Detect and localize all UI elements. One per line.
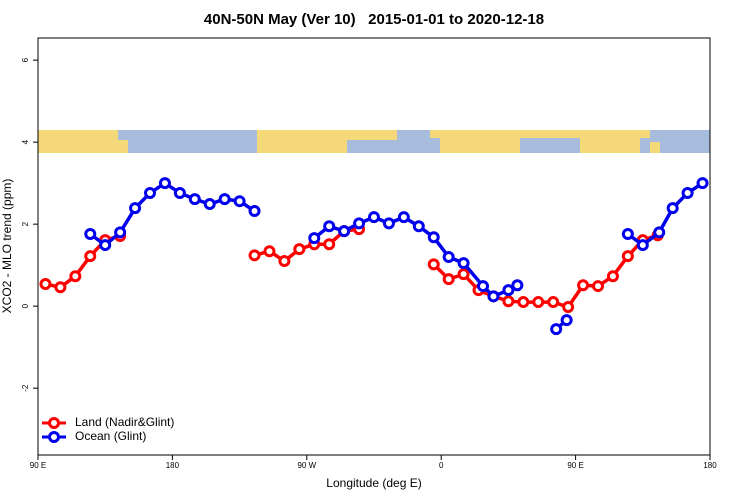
point (99, 239, 112, 252)
point (696, 177, 709, 190)
point (653, 226, 666, 239)
plot-frame (37, 37, 711, 456)
point (550, 323, 563, 336)
point (382, 217, 395, 230)
point (517, 296, 530, 309)
legend-marker (48, 431, 60, 443)
y-tick-label: -2 (21, 384, 30, 392)
point (188, 193, 201, 206)
point (442, 250, 455, 263)
point (681, 186, 694, 199)
point (477, 280, 490, 293)
point (54, 281, 67, 294)
point (278, 255, 291, 268)
point (547, 296, 560, 309)
point (368, 211, 380, 224)
point (511, 279, 524, 292)
y-tick-label: 0 (21, 303, 30, 308)
point (427, 231, 440, 244)
y-tick-label: 4 (21, 139, 30, 144)
point (308, 232, 321, 245)
point (323, 220, 336, 233)
x-tick-label: 180 (703, 461, 717, 470)
point (114, 226, 127, 239)
point (248, 249, 261, 262)
x-tick-label: 0 (439, 461, 444, 470)
point (621, 227, 634, 240)
point (502, 295, 515, 308)
point (158, 177, 171, 190)
point (353, 217, 366, 230)
y-tick-label: 6 (21, 57, 30, 62)
point (560, 314, 573, 327)
legend-marker (48, 417, 60, 429)
x-tick-label: 90 E (567, 461, 583, 470)
legend-label: Ocean (Glint) (75, 429, 146, 443)
point (84, 250, 97, 263)
point (442, 273, 455, 286)
point (636, 239, 649, 252)
point (263, 245, 276, 258)
point (532, 296, 545, 309)
x-tick-label: 90 E (30, 461, 46, 470)
point (84, 227, 97, 240)
y-axis-label: XCO2 - MLO trend (ppm) (0, 179, 14, 314)
point (621, 250, 634, 263)
point (592, 280, 604, 293)
point (39, 278, 52, 291)
point (562, 300, 575, 313)
point (412, 220, 425, 233)
point (233, 195, 246, 208)
point (293, 243, 306, 256)
point (606, 270, 619, 283)
point (666, 202, 679, 215)
point (248, 205, 261, 218)
point (144, 186, 156, 199)
point (487, 290, 500, 303)
point (218, 193, 231, 206)
legend-label: Land (Nadir&Glint) (75, 415, 174, 429)
x-tick-label: 90 W (297, 461, 316, 470)
point (69, 270, 82, 283)
point (173, 186, 186, 199)
point (502, 284, 515, 297)
map-band (38, 130, 710, 153)
point (323, 238, 336, 251)
point (457, 257, 470, 270)
y-tick-label: 2 (21, 221, 30, 226)
point (397, 211, 410, 224)
x-axis-label: Longitude (deg E) (326, 476, 421, 490)
point (338, 225, 351, 238)
x-tick-label: 180 (166, 461, 180, 470)
series-line (45, 227, 659, 310)
point (203, 198, 216, 211)
point (577, 279, 590, 292)
chart-title: 40N-50N May (Ver 10) 2015-01-01 to 2020-… (204, 11, 544, 28)
series-line (89, 181, 704, 331)
point (427, 258, 440, 271)
point (457, 268, 470, 281)
point (129, 202, 142, 215)
